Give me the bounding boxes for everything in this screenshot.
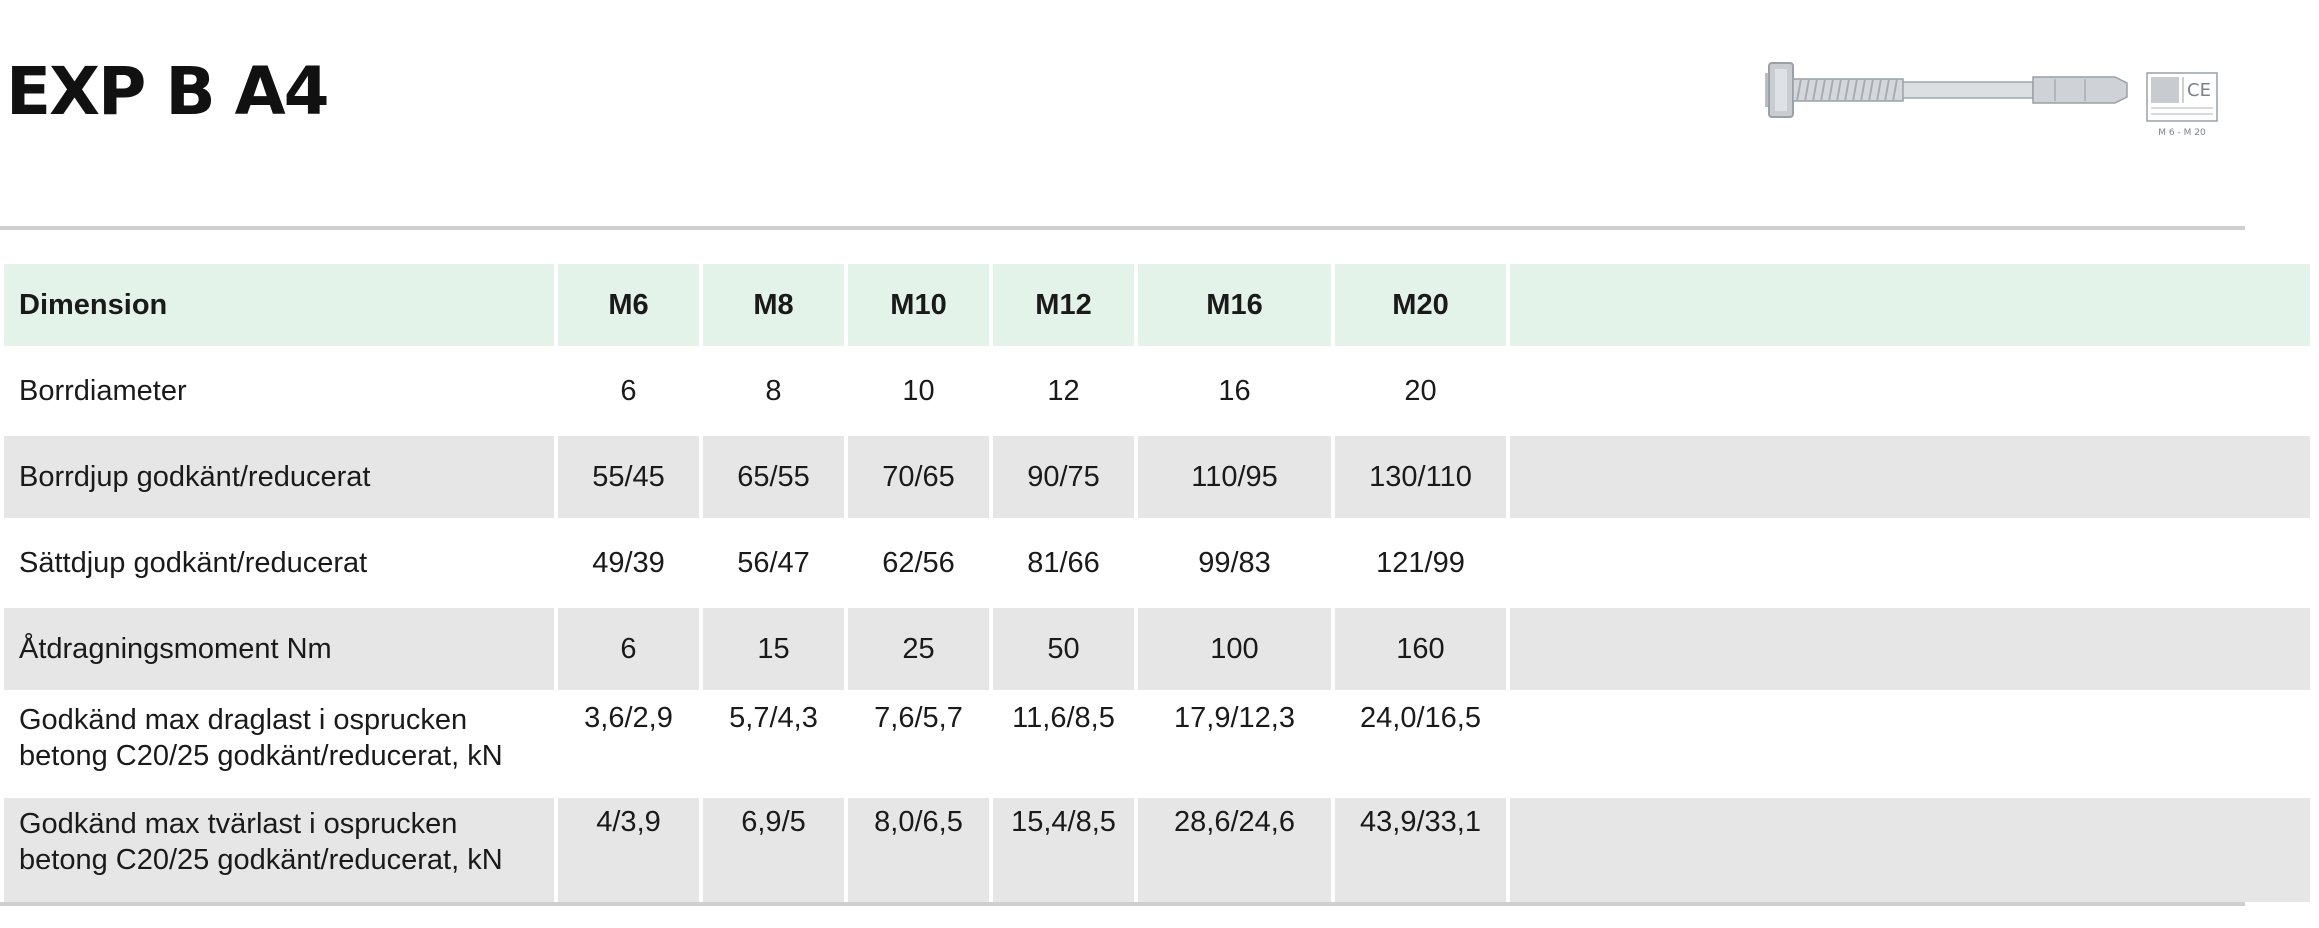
table-row: Borrdiameter 6 8 10 12 16 20 (4, 350, 2310, 432)
table-cell: 56/47 (737, 546, 810, 579)
row-filler (1510, 522, 2310, 604)
row-filler (1510, 350, 2310, 432)
table-cell: 6 (620, 374, 637, 407)
table-cell: 110/95 (1138, 436, 1331, 518)
table-cell: 11,6/8,5 (1012, 702, 1115, 734)
header-cell-m16: M16 (1138, 264, 1331, 346)
table-cell: 8 (765, 374, 782, 407)
row-filler (1510, 436, 2310, 518)
table-cell: 5,7/4,3 (729, 702, 818, 734)
table-cell: 81/66 (1027, 546, 1100, 579)
table-cell: 12 (1047, 374, 1080, 407)
spec-table: Dimension M6 M8 M10 M12 M16 M20 Borrdiam… (0, 264, 2314, 902)
table-cell: 10 (902, 374, 935, 407)
header-cell-m8: M8 (703, 264, 844, 346)
page-title: EXP B A4 (6, 53, 330, 130)
table-cell: 15 (703, 608, 844, 690)
table-cell: 24,0/16,5 (1360, 702, 1481, 734)
table-cell: 4/3,9 (558, 798, 699, 902)
table-cell: 130/110 (1335, 436, 1506, 518)
row-filler (1510, 608, 2310, 690)
table-cell: 20 (1404, 374, 1437, 407)
header-cell-dimension: Dimension (4, 264, 554, 346)
table-row: Borrdjup godkänt/reducerat 55/45 65/55 7… (4, 436, 2310, 518)
top-divider (0, 226, 2245, 230)
table-cell: 65/55 (703, 436, 844, 518)
table-cell: 62/56 (882, 546, 955, 579)
row-label: Godkänd max tvärlast i osprucken betong … (4, 798, 554, 902)
header-filler (1510, 264, 2310, 346)
table-cell: 49/39 (592, 546, 665, 579)
table-cell: 17,9/12,3 (1174, 702, 1295, 734)
row-label: Borrdiameter (19, 375, 187, 407)
row-label: Sättdjup godkänt/reducerat (19, 547, 368, 579)
table-cell: 99/83 (1198, 546, 1271, 579)
table-cell: 121/99 (1376, 546, 1465, 579)
row-label: Borrdjup godkänt/reducerat (4, 436, 554, 518)
table-row: Sättdjup godkänt/reducerat 49/39 56/47 6… (4, 522, 2310, 604)
table-cell: 25 (848, 608, 989, 690)
row-filler (1510, 694, 2310, 798)
header-cell-m6: M6 (558, 264, 699, 346)
table-row: Godkänd max draglast i osprucken betong … (4, 694, 2310, 798)
table-cell: 6 (558, 608, 699, 690)
header-cell-m10: M10 (848, 264, 989, 346)
table-cell: 43,9/33,1 (1335, 798, 1506, 902)
table-cell: 3,6/2,9 (584, 702, 673, 734)
table-cell: 15,4/8,5 (993, 798, 1134, 902)
header-cell-m20: M20 (1335, 264, 1506, 346)
table-row: Åtdragningsmoment Nm 6 15 25 50 100 160 (4, 608, 2310, 690)
table-cell: 55/45 (558, 436, 699, 518)
table-cell: 160 (1335, 608, 1506, 690)
row-label: Åtdragningsmoment Nm (4, 608, 554, 690)
table-cell: 6,9/5 (703, 798, 844, 902)
table-cell: 50 (993, 608, 1134, 690)
table-cell: 28,6/24,6 (1138, 798, 1331, 902)
row-filler (1510, 798, 2310, 902)
ce-mark: CE (2187, 80, 2211, 101)
table-cell: 70/65 (848, 436, 989, 518)
table-header-row: Dimension M6 M8 M10 M12 M16 M20 (4, 264, 2310, 346)
table-cell: 16 (1218, 374, 1251, 407)
table-cell: 90/75 (993, 436, 1134, 518)
table-cell: 7,6/5,7 (874, 702, 963, 734)
row-label: Godkänd max draglast i osprucken betong … (19, 704, 503, 772)
bottom-divider (0, 902, 2245, 906)
header-cell-m12: M12 (993, 264, 1134, 346)
table-row: Godkänd max tvärlast i osprucken betong … (4, 798, 2310, 902)
table-cell: 8,0/6,5 (848, 798, 989, 902)
anchor-bolt-image: CE M 6 - M 20 (1765, 62, 2218, 138)
table-cell: 100 (1138, 608, 1331, 690)
size-range-marking: M 6 - M 20 (2158, 128, 2206, 138)
